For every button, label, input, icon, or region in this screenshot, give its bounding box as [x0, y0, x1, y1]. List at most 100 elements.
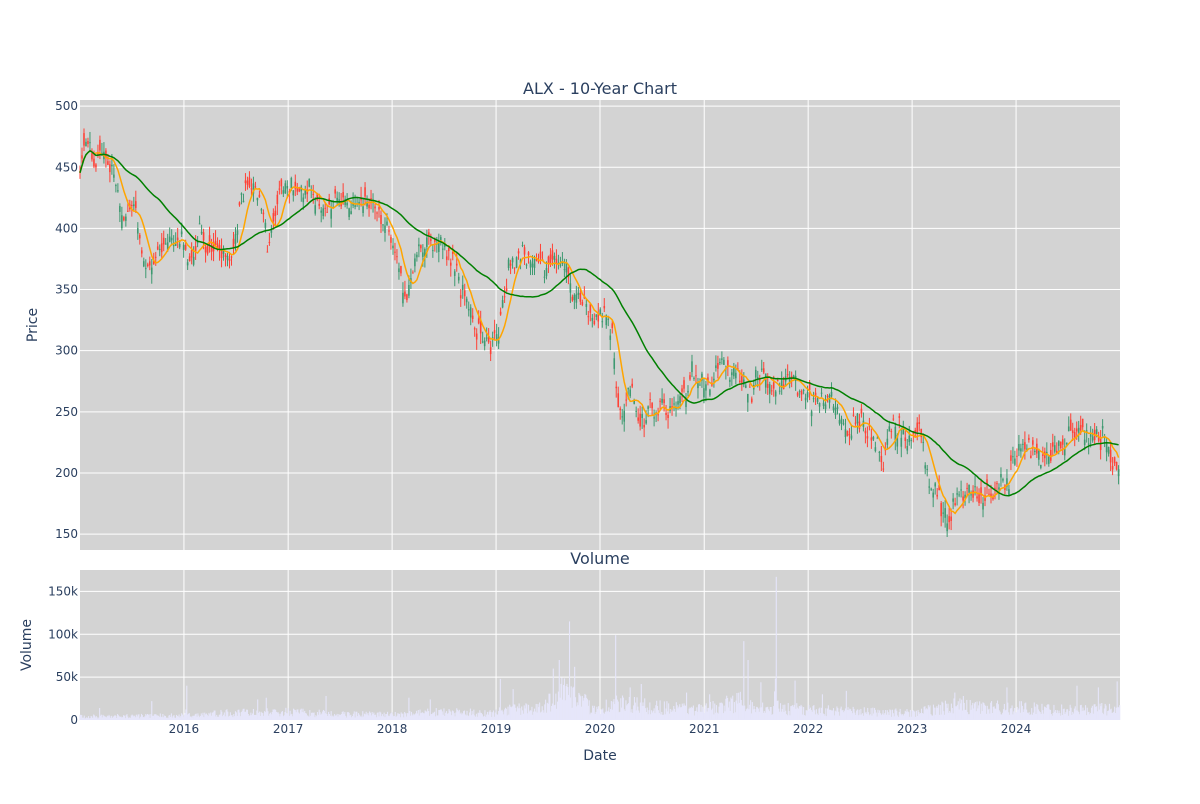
candlestick: [230, 255, 233, 266]
volume-bar: [825, 708, 827, 720]
volume-bar: [1070, 707, 1072, 720]
candle-body: [244, 180, 247, 184]
volume-bar: [416, 713, 419, 720]
volume-bar: [554, 704, 556, 720]
volume-bar: [709, 694, 711, 720]
volume-bar: [104, 716, 106, 720]
candle-body: [629, 389, 631, 397]
volume-bar: [1011, 705, 1013, 720]
volume-bar: [186, 685, 188, 720]
volume-bar: [973, 703, 976, 720]
volume-bar: [1036, 703, 1038, 720]
candle-body: [1095, 429, 1098, 434]
volume-bar: [803, 707, 805, 720]
candle-body: [230, 256, 233, 258]
candle-body: [974, 486, 976, 488]
candle-body: [511, 258, 514, 263]
volume-bar: [263, 711, 266, 720]
candlestick: [930, 487, 932, 491]
candle-body: [1073, 432, 1076, 438]
candlestick: [760, 359, 763, 372]
candle-body: [362, 206, 364, 213]
candle-body: [589, 304, 592, 313]
candlestick: [617, 386, 620, 408]
volume-bar: [648, 710, 650, 720]
candlestick: [958, 491, 960, 498]
candle-body: [168, 236, 171, 242]
candlestick: [778, 382, 781, 395]
candle-body: [1028, 437, 1030, 440]
candle-body: [904, 437, 907, 442]
volume-bar: [1053, 704, 1055, 720]
volume-bar: [762, 712, 765, 720]
volume-bar: [179, 717, 181, 720]
candle-body: [178, 243, 181, 248]
candlestick: [270, 224, 273, 238]
volume-bar: [752, 709, 754, 720]
volume-bar: [559, 697, 561, 720]
candlestick: [473, 326, 476, 337]
volume-bar: [792, 706, 794, 720]
candle-body: [820, 392, 823, 394]
candle-body: [703, 388, 705, 398]
volume-bar: [260, 711, 262, 720]
candlestick: [186, 259, 189, 270]
volume-bar: [408, 697, 410, 720]
volume-bar: [535, 703, 537, 720]
volume-bar: [351, 716, 354, 720]
candle-body: [838, 420, 841, 424]
candle-body: [412, 272, 414, 274]
volume-bar: [820, 713, 822, 720]
candle-body: [719, 361, 721, 364]
candlestick: [471, 308, 474, 323]
candle-body: [922, 441, 925, 443]
candle-body: [585, 304, 588, 307]
volume-bar: [950, 712, 952, 720]
candlestick: [641, 406, 643, 429]
volume-bar: [785, 710, 787, 720]
candlestick: [772, 375, 775, 397]
volume-bar: [1026, 712, 1028, 720]
volume-bar: [494, 712, 496, 720]
volume-bar: [848, 710, 850, 720]
volume-bar: [973, 708, 975, 720]
volume-bar: [436, 715, 438, 720]
volume-bar: [365, 711, 367, 720]
candle-body: [960, 489, 962, 491]
volume-bar: [796, 703, 798, 720]
volume-bar: [932, 704, 935, 720]
volume-bar: [379, 711, 381, 720]
volume-bar: [403, 717, 405, 720]
candle-body: [467, 309, 470, 311]
volume-bar: [857, 715, 859, 720]
volume-bar: [933, 707, 935, 720]
candle-body: [392, 245, 394, 249]
volume-bar: [129, 717, 131, 720]
candlestick: [800, 389, 803, 401]
candle-body: [1042, 454, 1044, 456]
volume-bar: [779, 703, 782, 720]
volume-bar: [1106, 715, 1108, 720]
candlestick: [272, 208, 275, 230]
volume-bar: [222, 716, 224, 720]
volume-bar: [1060, 715, 1062, 720]
volume-bar: [686, 713, 688, 720]
candlestick: [1063, 438, 1066, 461]
candlestick: [874, 441, 877, 453]
volume-bar: [821, 707, 823, 720]
volume-bar: [316, 716, 318, 720]
candle-body: [569, 283, 572, 293]
volume-bar: [844, 710, 846, 720]
volume-bar: [267, 711, 269, 720]
volume-bar: [273, 709, 275, 720]
candle-body: [513, 267, 516, 269]
volume-bar: [970, 709, 972, 720]
candle-body: [386, 221, 388, 226]
volume-bar: [561, 677, 563, 720]
candle-body: [729, 379, 731, 382]
volume-bar: [964, 709, 966, 720]
volume-bar: [448, 709, 450, 720]
candle-body: [469, 307, 472, 318]
volume-bar: [225, 710, 227, 720]
candlestick: [374, 203, 376, 220]
